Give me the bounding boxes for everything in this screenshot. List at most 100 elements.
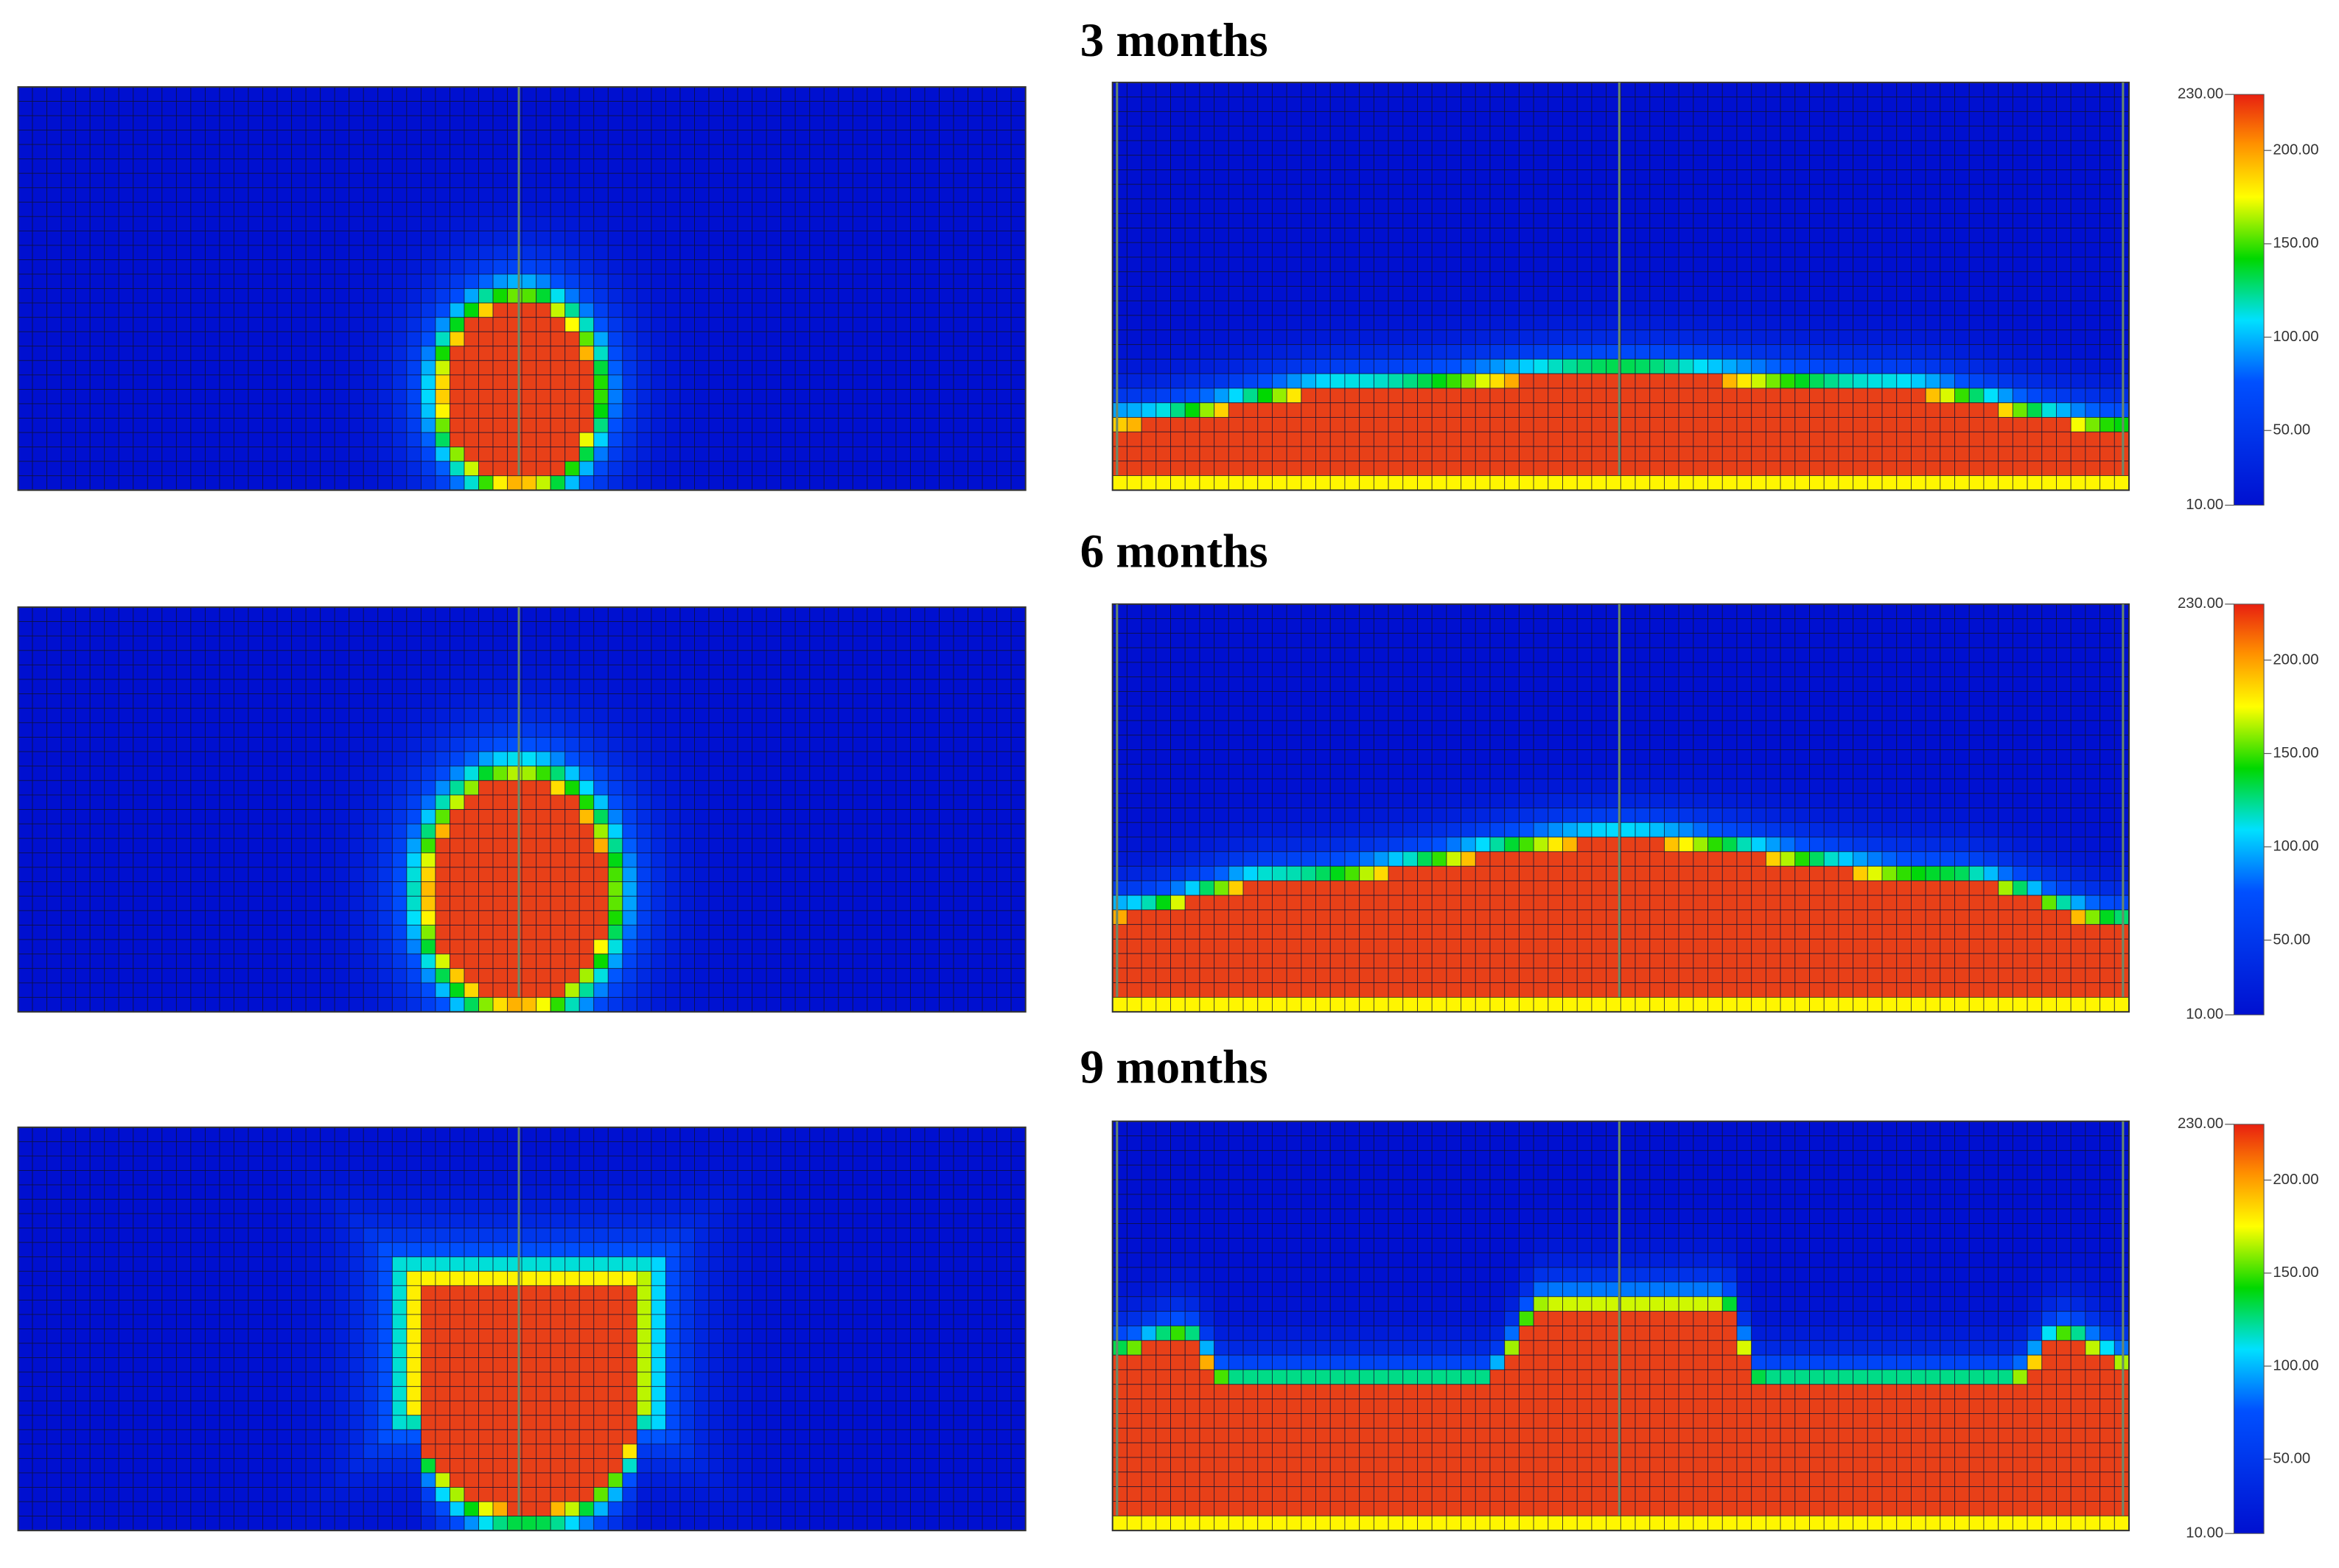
cell xyxy=(794,172,811,189)
cell xyxy=(1257,228,1273,243)
cell xyxy=(334,475,350,491)
cell xyxy=(1751,402,1766,418)
cell xyxy=(2070,300,2086,316)
cell xyxy=(1141,155,1157,170)
cell xyxy=(1301,228,1317,243)
cell xyxy=(968,187,983,203)
cell xyxy=(1562,271,1578,287)
cell xyxy=(118,273,134,290)
cell xyxy=(1504,97,1520,112)
cell xyxy=(1141,242,1157,258)
cell xyxy=(1780,271,1796,287)
cell xyxy=(968,722,983,738)
cell xyxy=(1388,169,1404,185)
cell xyxy=(1446,300,1462,316)
cell xyxy=(895,693,911,709)
cell xyxy=(377,809,393,825)
cell xyxy=(909,230,926,246)
cell xyxy=(147,737,163,752)
cell xyxy=(1286,256,1302,273)
cell xyxy=(391,288,408,304)
cell xyxy=(1809,242,1825,258)
cell xyxy=(1867,111,1883,127)
cell xyxy=(32,650,48,665)
cell xyxy=(752,245,767,260)
cell xyxy=(679,737,695,752)
cell xyxy=(766,130,782,145)
cell xyxy=(1562,329,1578,346)
cell xyxy=(320,766,335,781)
cell xyxy=(1489,82,1506,98)
cell xyxy=(909,187,926,203)
cell xyxy=(1664,315,1679,331)
cell xyxy=(1925,111,1941,127)
cell xyxy=(18,317,33,332)
cell xyxy=(622,302,637,318)
cell xyxy=(1562,358,1578,374)
cell xyxy=(1751,271,1766,287)
cell xyxy=(334,432,350,448)
cell xyxy=(982,664,998,680)
cell xyxy=(1504,111,1520,127)
cell xyxy=(1867,446,1883,462)
cell xyxy=(1417,431,1433,447)
cell xyxy=(636,288,652,304)
cell xyxy=(492,475,508,491)
cell xyxy=(794,115,811,131)
cell xyxy=(1301,416,1317,433)
cell xyxy=(32,447,48,462)
cell xyxy=(1373,431,1389,447)
cell xyxy=(1809,388,1825,404)
cell xyxy=(1271,271,1287,287)
cell xyxy=(363,288,379,304)
cell xyxy=(564,360,580,376)
cell xyxy=(694,780,710,796)
cell xyxy=(1693,358,1709,374)
cell xyxy=(982,144,998,160)
cell xyxy=(1359,344,1374,360)
cell xyxy=(564,809,580,825)
cell xyxy=(780,331,796,347)
cell xyxy=(1010,273,1027,290)
cell xyxy=(75,187,91,203)
cell xyxy=(1794,111,1810,127)
cell xyxy=(1344,475,1360,491)
cell xyxy=(852,144,868,160)
cell xyxy=(320,201,335,217)
cell xyxy=(1983,358,1999,374)
cell xyxy=(536,766,551,781)
cell xyxy=(262,461,278,477)
cell xyxy=(1548,169,1563,185)
cell xyxy=(909,158,926,174)
cell xyxy=(737,722,753,738)
cell xyxy=(435,346,450,361)
cell xyxy=(1998,97,2013,112)
cell xyxy=(1214,213,1229,228)
cell xyxy=(1954,183,1970,200)
cell xyxy=(320,403,335,419)
cell xyxy=(1271,344,1287,360)
cell xyxy=(1881,416,1898,433)
cell xyxy=(1853,183,1868,200)
cell xyxy=(550,216,566,231)
cell xyxy=(2056,344,2071,360)
cell xyxy=(1562,97,1578,112)
cell xyxy=(2099,402,2115,418)
cell xyxy=(75,144,91,160)
cell xyxy=(1184,388,1200,404)
cell xyxy=(1010,302,1027,318)
cell xyxy=(607,388,623,405)
cell xyxy=(1794,416,1810,433)
cell xyxy=(1373,461,1389,476)
cell xyxy=(1242,358,1259,374)
cell xyxy=(391,751,408,767)
cell xyxy=(1576,155,1592,170)
cell xyxy=(276,374,293,390)
cell xyxy=(852,288,868,304)
cell xyxy=(478,707,494,724)
cell xyxy=(1940,431,1956,447)
cell xyxy=(679,418,695,433)
cell xyxy=(133,679,148,695)
cell xyxy=(708,635,724,651)
cell xyxy=(679,172,695,189)
